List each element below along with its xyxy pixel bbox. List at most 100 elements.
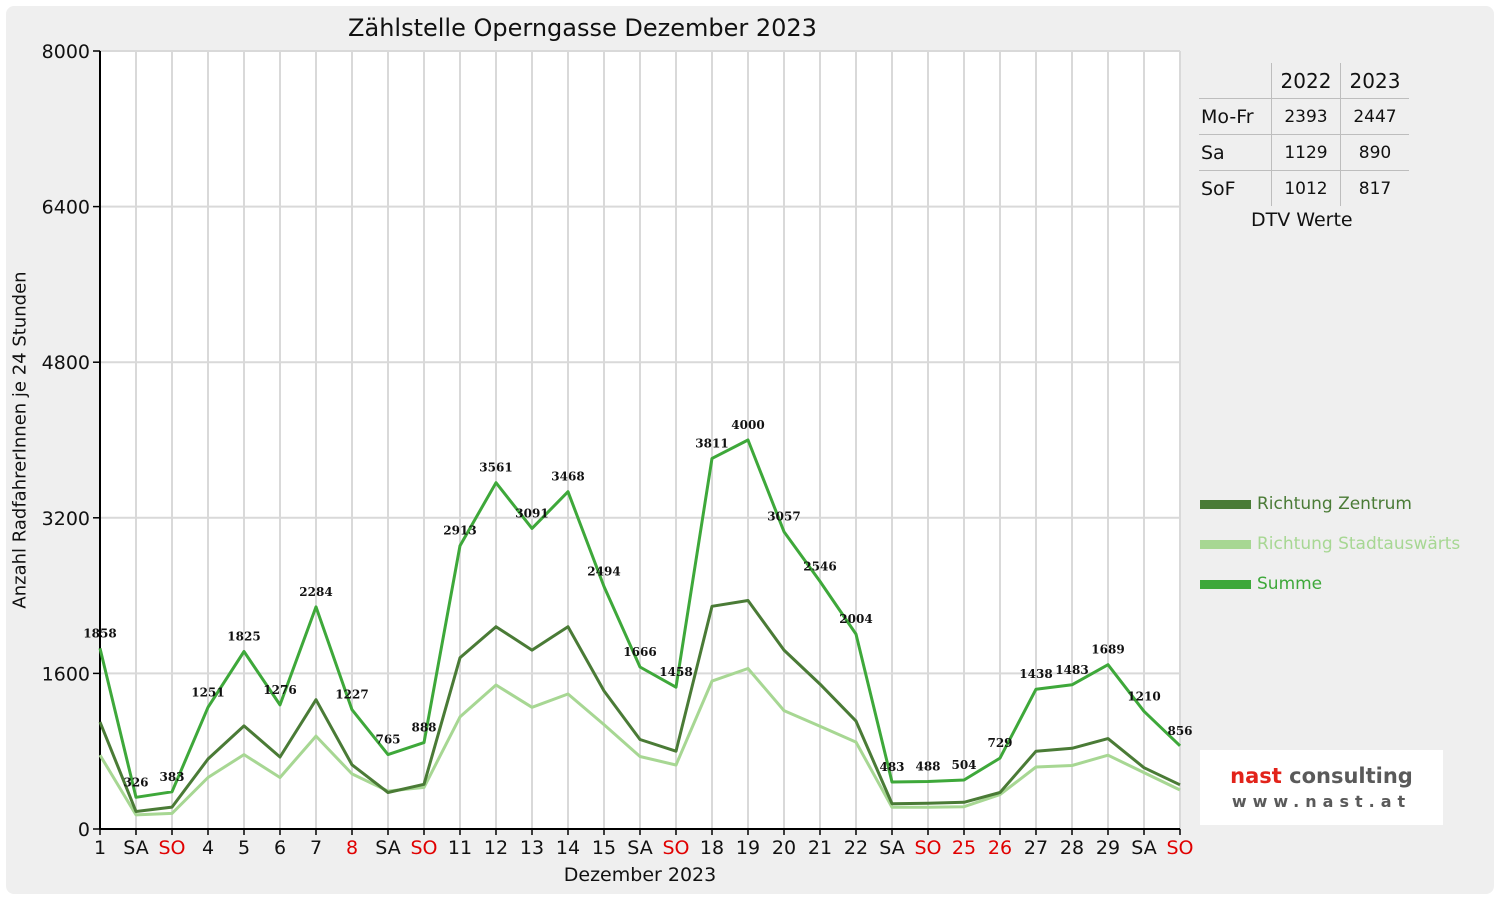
data-label: 1438 [1019,667,1052,681]
dtv-cell-2023: 2447 [1340,98,1409,135]
dtv-table: 2022 2023 Mo-Fr 2393 2447 Sa 1129 890 So… [1199,63,1409,206]
data-label: 765 [375,733,400,747]
x-tick-label: SA [627,837,652,859]
data-label: 326 [123,775,148,789]
dtv-row-label: SoF [1199,170,1272,206]
y-tick-label: 8000 [42,41,90,63]
x-tick-label: SO [410,837,437,859]
nast-consulting-logo: nast consulting www.nast.at [1200,750,1443,825]
x-tick-label: 7 [310,837,322,859]
data-label: 488 [915,760,940,774]
data-label: 3468 [551,470,584,484]
data-label: 383 [159,770,184,784]
data-label: 3057 [767,510,800,524]
x-tick-label: SO [914,837,941,859]
x-tick-label: 20 [772,837,796,859]
data-label: 2004 [839,612,872,626]
legend-item-stadtauswaerts: Richtung Stadtauswärts [1200,533,1460,555]
data-label: 3561 [479,461,512,475]
dtv-caption: DTV Werte [1251,209,1353,231]
dtv-row-label: Mo-Fr [1199,98,1272,135]
dtv-cell-2023: 890 [1340,134,1409,171]
logo-brand-grey: consulting [1289,764,1413,788]
data-label: 1666 [623,645,656,659]
dtv-row-mofr: Mo-Fr 2393 2447 [1199,98,1409,135]
x-tick-label: 8 [346,837,358,859]
y-tick-label: 4800 [42,352,90,374]
x-tick-label: 11 [448,837,472,859]
x-tick-label: 5 [238,837,250,859]
x-tick-label: SA [1131,837,1156,859]
legend-swatch [1200,499,1251,509]
dtv-header-2023: 2023 [1340,63,1409,99]
legend-label: Richtung Stadtauswärts [1257,534,1461,554]
dtv-header-row: 2022 2023 [1199,63,1409,99]
data-label: 888 [411,721,436,735]
x-tick-label: 28 [1060,837,1084,859]
y-tick-label: 6400 [42,197,90,219]
legend-item-summe: Summe [1200,573,1322,595]
data-label: 1689 [1091,643,1124,657]
x-tick-label: 1 [94,837,106,859]
dtv-row-label: Sa [1199,134,1272,171]
data-label: 1458 [659,665,692,679]
x-tick-label: SA [375,837,400,859]
x-tick-label: SA [879,837,904,859]
x-tick-label: 13 [520,837,544,859]
x-tick-label: 4 [202,837,214,859]
data-label: 1483 [1055,663,1088,677]
legend-swatch [1200,579,1251,589]
series-line-2 [98,438,1182,799]
data-label: 1227 [335,688,368,702]
data-label: 2546 [803,559,836,573]
x-tick-label: 6 [274,837,286,859]
data-label: 1210 [1127,689,1160,703]
x-tick-label: SO [1166,837,1193,859]
x-tick-label: 12 [484,837,508,859]
dtv-header-2022: 2022 [1271,63,1341,99]
y-tick-label: 1600 [42,663,90,685]
legend-label: Summe [1257,574,1323,594]
data-label: 2494 [587,564,620,578]
data-label: 504 [951,758,976,772]
x-axis-label: Dezember 2023 [563,864,717,886]
data-label: 483 [879,760,904,774]
data-label: 1276 [263,683,296,697]
data-label: 3091 [515,506,548,520]
data-label: 729 [987,736,1012,750]
x-tick-label: 25 [952,837,976,859]
logo-brand-red: nast [1230,764,1282,788]
x-tick-label: 19 [736,837,760,859]
series-line-0 [98,599,1181,813]
logo-url: www.nast.at [1231,792,1412,811]
legend-swatch [1200,539,1251,549]
y-tick-label: 3200 [42,508,90,530]
dtv-cell-2022: 2393 [1271,98,1341,135]
x-tick-label: 27 [1024,837,1048,859]
x-tick-label: 26 [988,837,1012,859]
dtv-corner [1199,63,1272,99]
dtv-cell-2022: 1012 [1271,170,1341,206]
chart-title: Zählstelle Operngasse Dezember 2023 [348,14,817,42]
x-tick-label: 18 [700,837,724,859]
y-tick-label: 0 [78,819,90,841]
logo-brand: nast consulting [1200,764,1443,788]
dtv-cell-2022: 1129 [1271,134,1341,171]
data-label: 856 [1167,724,1192,738]
x-tick-label: 22 [844,837,868,859]
x-tick-label: SO [662,837,689,859]
x-tick-label: 21 [808,837,832,859]
data-label: 3811 [695,436,728,450]
x-tick-label: SA [123,837,148,859]
data-label: 1858 [83,626,116,640]
x-tick-label: 14 [556,837,580,859]
x-tick-label: 29 [1096,837,1120,859]
series-line-1 [98,667,1181,817]
x-tick-label: SO [158,837,185,859]
data-label: 2913 [443,524,476,538]
data-label: 4000 [731,418,764,432]
dtv-cell-2023: 817 [1340,170,1409,206]
dtv-row-sa: Sa 1129 890 [1199,134,1409,171]
data-label: 1251 [191,685,224,699]
